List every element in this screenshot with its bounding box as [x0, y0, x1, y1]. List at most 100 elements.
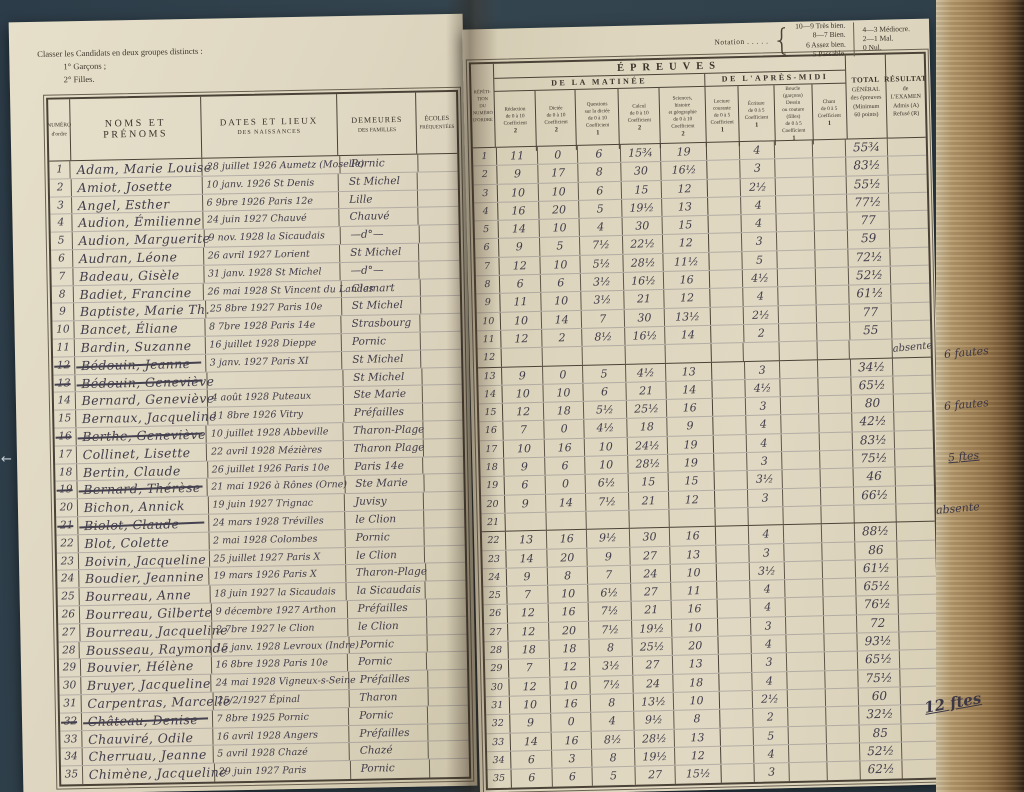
score-cell: 10: [539, 219, 581, 238]
score-cell: 4½: [584, 419, 628, 438]
exam-result: [895, 449, 933, 467]
header-line: DEMEURES: [351, 114, 403, 125]
row-number: 5: [50, 232, 73, 250]
score-cell: 3½: [589, 657, 633, 676]
score-cell: 8: [589, 638, 633, 658]
row-number: 14: [53, 392, 76, 410]
student-name: Baptiste, Marie Th.: [73, 301, 210, 321]
birth-date-place: 26 juillet 1926 Paris 10e: [207, 458, 345, 479]
score-cell: [786, 634, 825, 653]
score-cell: [777, 250, 816, 269]
score-cell: [710, 288, 744, 307]
score-cell: 19: [661, 142, 708, 162]
birth-date-place: 31 janv. 1928 St Michel: [203, 262, 341, 283]
score-cell: 16: [497, 201, 540, 220]
score-cell: [711, 361, 746, 380]
score-cell: 16: [670, 527, 717, 546]
score-cell: 12: [499, 256, 542, 275]
score-cell: 8: [592, 748, 636, 767]
score-cell: [713, 416, 747, 435]
score-cell: [712, 398, 746, 417]
school-attended: [425, 528, 465, 546]
header-line: 2: [513, 127, 518, 135]
student-name: Bernaux, Jacqueline: [75, 407, 217, 428]
row-number: 2: [49, 179, 72, 197]
family-residence: Paris 14e: [344, 457, 424, 476]
header-line: TION: [476, 96, 489, 102]
student-name: Cherruau, Jeanne: [82, 745, 214, 766]
score-cell: [818, 395, 852, 414]
score-cell: 12: [661, 179, 708, 198]
score-cell: 13½: [633, 692, 675, 711]
birth-date-place: 10 juillet 1928 Abbeville: [206, 423, 344, 443]
score-cell: [775, 140, 814, 159]
score-cell: 25½: [626, 400, 668, 419]
row-number-repeat: 23: [482, 550, 507, 569]
school-attended: [422, 367, 462, 385]
row-number-repeat: 29: [484, 659, 510, 678]
total-score: 83½: [845, 156, 889, 176]
score-cell: 2½: [743, 305, 780, 325]
header-line: d'ordre: [51, 131, 68, 138]
score-cell: [505, 512, 548, 531]
score-cell: 14: [546, 493, 587, 512]
score-cell: 5: [540, 237, 581, 256]
score-cell: [824, 651, 858, 670]
notation-line: 0 Nul.: [862, 43, 882, 53]
student-name: Amiot, Josette: [71, 176, 203, 196]
score-cell: 2: [752, 708, 789, 727]
score-cell: 4: [751, 635, 788, 654]
score-cell: [709, 251, 743, 270]
total-score: [854, 504, 898, 523]
notation-divider: [853, 22, 856, 56]
school-attended: [428, 634, 467, 652]
row-number: 34: [60, 748, 83, 766]
total-score: 77½: [846, 193, 890, 212]
notation-label: Notation . . . . .: [714, 36, 769, 47]
family-residence: Strasbourg: [341, 314, 422, 334]
school-attended: [418, 172, 458, 190]
score-cell: 6½: [588, 583, 632, 603]
student-name: Bourreau, Anne: [79, 585, 211, 606]
score-cell: 15: [621, 180, 663, 199]
student-name: Bourreau, Jacqueline: [79, 621, 228, 641]
score-cell: 7½: [589, 620, 633, 639]
score-cell: [712, 379, 746, 398]
student-name: Audion, Émilienne: [72, 212, 204, 232]
score-cell: [782, 451, 821, 470]
score-cell: 12: [507, 622, 550, 641]
score-cell: [815, 249, 849, 268]
student-name: Adam, Marie Louise: [70, 158, 212, 179]
score-cell: 15¾: [620, 143, 662, 163]
score-cell: [715, 507, 749, 527]
score-cell: 10: [541, 292, 582, 311]
student-name: Chimène, Jacqueline: [82, 763, 227, 785]
total-score: 34½: [850, 358, 894, 377]
score-cell: [817, 340, 851, 359]
candidates-rows: 1 Adam, Marie Louise 28 juillet 1926 Aumet…: [49, 153, 469, 785]
subject-column-header: Boucle (garçons) Dessin ou couture (filles) d…: [774, 84, 814, 146]
row-number: 32: [59, 712, 83, 731]
student-name: Château, Denise: [81, 710, 213, 730]
total-score: 52½: [848, 266, 892, 285]
score-cell: 8: [674, 709, 721, 729]
score-cell: 17: [538, 164, 579, 183]
student-name: Berthe, Geneviève: [76, 425, 207, 445]
score-cell: 27: [629, 546, 672, 565]
score-cell: [720, 727, 754, 746]
header-line: DES NAISSANCES: [237, 128, 302, 137]
score-cell: 4½: [742, 269, 779, 288]
score-cell: 2½: [740, 177, 777, 196]
exam-result: [902, 723, 940, 741]
birth-date-place: 15 janv. 1928 Levroux (Indre): [211, 636, 359, 656]
family-residence: Pornic: [345, 528, 426, 547]
score-cell: 7½: [590, 675, 634, 694]
score-cell: [784, 524, 823, 543]
row-number: 17: [54, 445, 77, 464]
score-cell: 3: [748, 543, 785, 562]
score-cell: 14: [506, 549, 549, 568]
birth-date-place: [207, 369, 344, 390]
subject-column-header: Chant de 0 à 5 Coefficient 1: [812, 84, 846, 145]
score-cell: 5: [583, 364, 627, 383]
student-name: Bertin, Claude: [76, 461, 208, 481]
